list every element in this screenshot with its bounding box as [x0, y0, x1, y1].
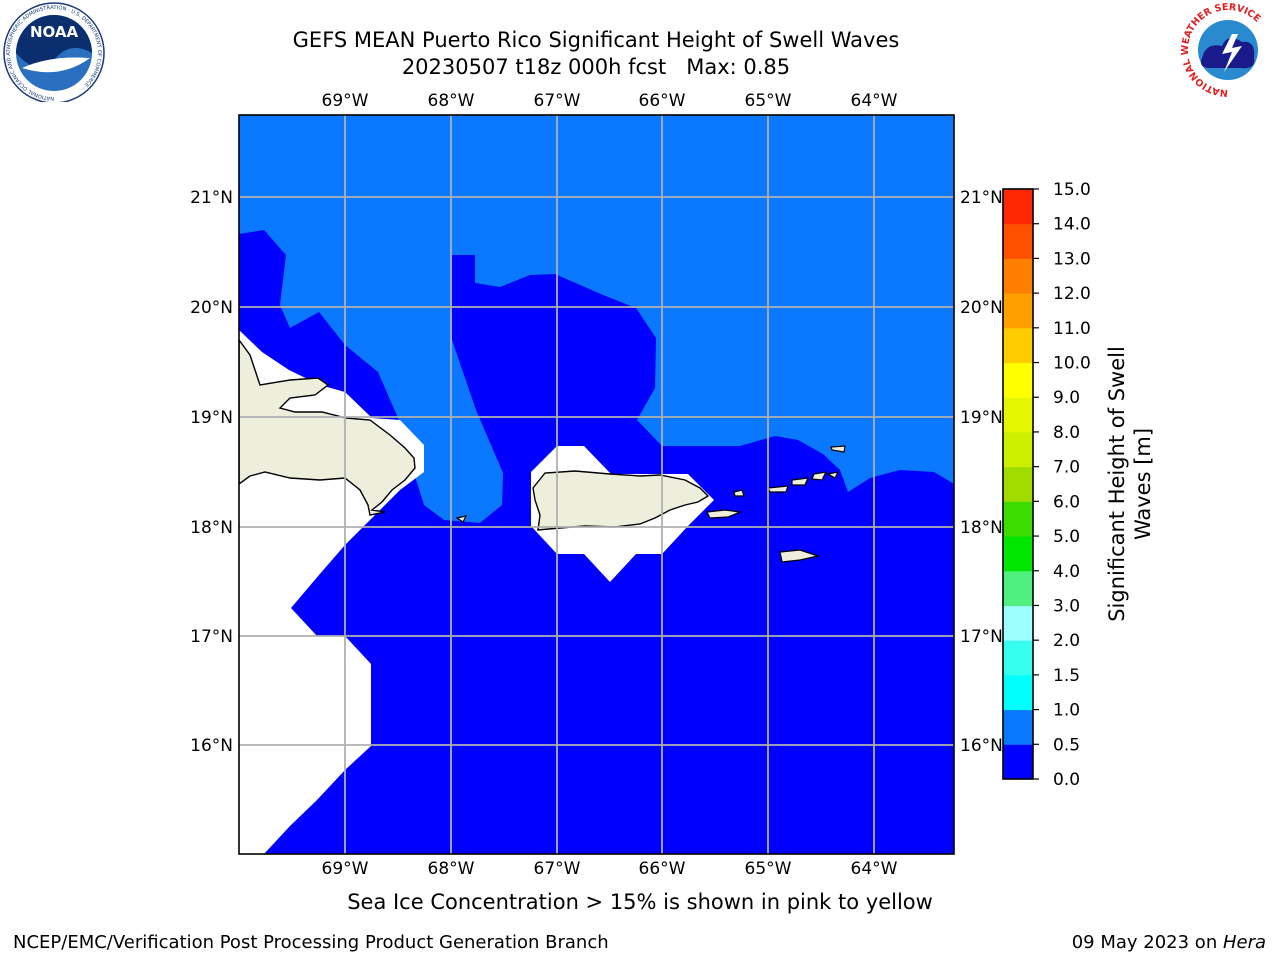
chart-subtitle: 20230507 t18z 000h fcst Max: 0.85 — [401, 55, 791, 79]
lat-label-right: 19°N — [960, 408, 1003, 428]
lon-label-top: 64°W — [851, 91, 898, 111]
chart-title: GEFS MEAN Puerto Rico Significant Height… — [292, 28, 900, 52]
colorbar-segment — [1003, 223, 1033, 259]
colorbar-tick-label: 1.0 — [1053, 701, 1080, 721]
colorbar-label-line1: Significant Height of Swell — [1105, 346, 1129, 622]
colorbar-segment — [1003, 466, 1033, 502]
colorbar-tick-label: 3.0 — [1053, 596, 1080, 616]
colorbar-segment — [1003, 570, 1033, 606]
colorbar-segment — [1003, 431, 1033, 468]
colorbar-segment — [1003, 397, 1033, 433]
colorbar-segment — [1003, 362, 1033, 398]
colorbar-tick-label: 0.5 — [1053, 735, 1080, 755]
land-virgin-islands — [455, 445, 846, 563]
lon-label-top: 69°W — [322, 91, 369, 111]
footer-machine: Hera — [1222, 932, 1266, 953]
lon-label-top: 66°W — [639, 91, 686, 111]
colorbar-tick-label: 9.0 — [1053, 388, 1080, 408]
colorbar-segment — [1003, 709, 1033, 745]
lon-label-top: 68°W — [428, 91, 475, 111]
colorbar-segment — [1003, 744, 1033, 780]
colorbar-tick-label: 1.5 — [1053, 666, 1080, 686]
lon-label-bottom: 65°W — [745, 859, 792, 879]
land-hispaniola — [239, 338, 416, 516]
colorbar-tick-label: 15.0 — [1053, 180, 1091, 200]
lon-label-top: 67°W — [534, 91, 581, 111]
colorbar-segment — [1003, 189, 1033, 225]
lon-label-bottom: 69°W — [322, 859, 369, 879]
colorbar-tick-label: 10.0 — [1053, 354, 1091, 374]
colorbar-tick-label: 7.0 — [1053, 458, 1080, 478]
map-frame — [238, 114, 955, 855]
lat-label-right: 20°N — [960, 298, 1003, 318]
footer-branch: NCEP/EMC/Verification Post Processing Pr… — [13, 932, 609, 953]
lon-label-bottom: 64°W — [851, 859, 898, 879]
noaa-logo: NOAA NATIONAL OCEANIC AND ATMOSPHERIC AD… — [3, 2, 105, 102]
colorbar-segment — [1003, 640, 1033, 676]
colorbar-segment — [1003, 605, 1033, 641]
lon-label-bottom: 66°W — [639, 859, 686, 879]
colorbar-segment — [1003, 501, 1033, 537]
colorbar-tick-label: 8.0 — [1053, 423, 1080, 443]
colorbar-tick-label: 4.0 — [1053, 562, 1080, 582]
sea-ice-note: Sea Ice Concentration > 15% is shown in … — [347, 890, 933, 914]
lon-label-top: 65°W — [745, 91, 792, 111]
nws-logo: NATIONAL WEATHER SERVICE — [1180, 2, 1275, 98]
lat-label-right: 21°N — [960, 188, 1003, 208]
lon-label-bottom: 68°W — [428, 859, 475, 879]
lat-label-left: 19°N — [190, 408, 233, 428]
lat-label-right: 17°N — [960, 627, 1003, 647]
colorbar: 0.0 0.5 1.0 1.5 2.0 3.0 4.0 5.0 6.0 7.0 8.0 9.0 10.0… — [1002, 180, 1091, 790]
footer-date: 09 May 2023 on Hera — [1072, 932, 1266, 953]
lat-label-right: 16°N — [960, 736, 1003, 756]
lat-label-left: 16°N — [190, 736, 233, 756]
colorbar-tick-label: 0.0 — [1053, 770, 1080, 790]
lat-label-left: 17°N — [190, 627, 233, 647]
footer-date-text: 09 May 2023 on — [1071, 932, 1223, 953]
colorbar-tick-label: 6.0 — [1053, 492, 1080, 512]
colorbar-tick-label: 2.0 — [1053, 631, 1080, 651]
colorbar-segment — [1003, 293, 1033, 329]
colorbar-frame — [1002, 188, 1034, 780]
swell-band-0.5-1.0 — [239, 115, 954, 523]
colorbar-segment — [1003, 674, 1033, 711]
colorbar-tick-label: 12.0 — [1053, 284, 1091, 304]
land-puerto-rico — [532, 470, 710, 531]
lat-label-left: 18°N — [190, 518, 233, 538]
colorbar-segment — [1003, 327, 1033, 364]
noaa-logo-text: NOAA — [30, 23, 79, 41]
colorbar-tick-label: 13.0 — [1053, 249, 1091, 269]
lat-label-left: 20°N — [190, 298, 233, 318]
colorbar-segment — [1003, 258, 1033, 294]
colorbar-tick-label: 5.0 — [1053, 527, 1080, 547]
colorbar-label-line2: Waves [m] — [1131, 428, 1155, 540]
lat-label-right: 18°N — [960, 518, 1003, 538]
graticule — [239, 115, 954, 854]
colorbar-tick-label: 14.0 — [1053, 215, 1091, 235]
lon-label-bottom: 67°W — [534, 859, 581, 879]
colorbar-segment — [1003, 536, 1033, 572]
lat-label-left: 21°N — [190, 188, 233, 208]
axis-labels: 69°W 69°W 68°W 68°W 67°W 67°W 66°W 66°W 65°W 65°W… — [190, 91, 1003, 879]
colorbar-tick-label: 11.0 — [1053, 319, 1091, 339]
